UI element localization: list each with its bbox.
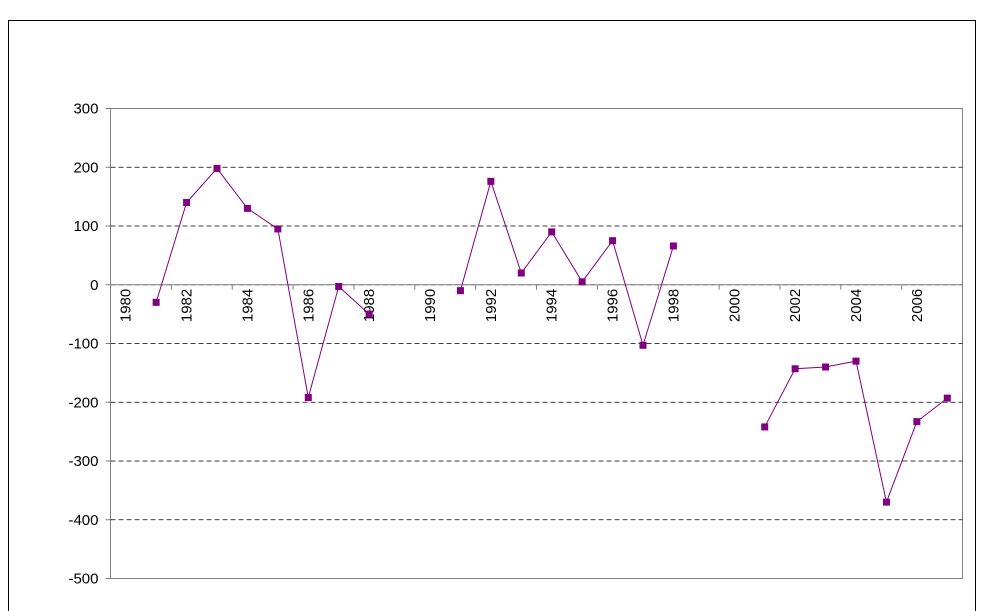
marker [243, 204, 251, 212]
marker [578, 278, 586, 286]
y-tick-label: -400 [68, 512, 98, 529]
marker [365, 310, 373, 318]
marker [943, 394, 951, 402]
y-tick-label: 100 [73, 218, 98, 235]
marker [852, 357, 860, 365]
x-tick-label: 1992 [483, 289, 500, 322]
marker [487, 177, 495, 185]
y-tick-label: 200 [73, 159, 98, 176]
x-tick-label: 1988 [361, 289, 378, 322]
marker [669, 242, 677, 250]
marker [517, 269, 525, 277]
marker [639, 341, 647, 349]
x-tick-label: 2000 [726, 289, 743, 322]
marker [152, 298, 160, 306]
x-tick-label: 1994 [544, 289, 561, 322]
x-tick-label: 1998 [665, 289, 682, 322]
x-tick-label: 2002 [787, 289, 804, 322]
y-tick-label: 300 [73, 101, 98, 118]
marker [335, 283, 343, 291]
marker [304, 394, 312, 402]
x-tick-label: 1986 [300, 289, 317, 322]
marker [274, 225, 282, 233]
x-tick-label: 1996 [605, 289, 622, 322]
y-tick-label: -200 [68, 394, 98, 411]
marker [456, 287, 464, 295]
x-tick-label: 1980 [118, 289, 135, 322]
y-tick-label: -500 [68, 571, 98, 588]
marker [822, 363, 830, 371]
y-tick-label: -300 [68, 453, 98, 470]
marker [882, 498, 890, 506]
x-tick-label: 1990 [422, 289, 439, 322]
x-tick-label: 2004 [848, 289, 865, 322]
y-tick-label: -100 [68, 336, 98, 353]
marker [183, 199, 191, 206]
marker [913, 418, 921, 426]
y-tick-label: 0 [90, 277, 98, 294]
marker [761, 423, 769, 431]
marker [548, 228, 556, 236]
marker [791, 365, 799, 373]
x-tick-label: 2006 [909, 289, 926, 322]
marker [213, 164, 221, 172]
x-tick-label: 1982 [179, 289, 196, 322]
x-tick-label: 1984 [239, 289, 256, 322]
marker [609, 237, 617, 245]
